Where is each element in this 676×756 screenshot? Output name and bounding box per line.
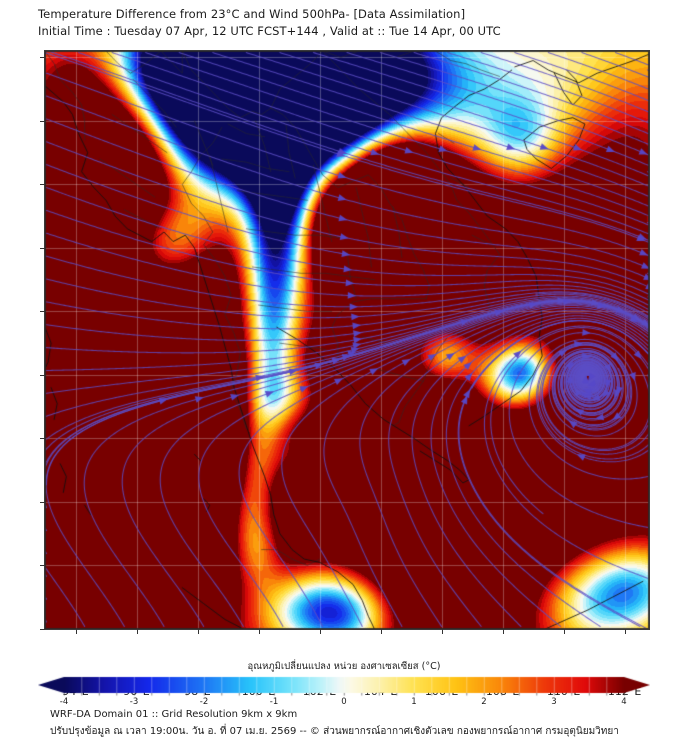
x-axis-tick-mark [136,629,138,634]
colorbar-ticks: -4 -3 -2 -1 0 1 2 3 4 [38,697,650,711]
colorbar-tick-label: -1 [269,697,279,707]
colorbar-tick-label: -2 [199,697,209,707]
x-axis-tick-mark [197,629,199,634]
x-axis-tick-mark [75,629,77,634]
title-line-1: Temperature Difference from 23°C and Win… [38,7,466,21]
map-plot-area: 4°N6°N8°N10°N12°N14°N16°N18°N20°N22°N94°… [40,50,650,698]
colorbar-tick-label: 4 [621,697,627,707]
colorbar-label: อุณหภูมิเปลี่ยนแปลง หน่วย องศาเซลเซียส (… [247,661,441,672]
x-axis-tick-mark [380,629,382,634]
x-axis-tick-mark [624,629,626,634]
x-axis-tick-mark [502,629,504,634]
x-axis-tick-mark [319,629,321,634]
y-axis-tick-mark [40,311,45,313]
colorbar-block: อุณหภูมิเปลี่ยนแปลง หน่วย องศาเซลเซียส (… [38,660,650,711]
colorbar-tick-label: 3 [551,697,557,707]
y-axis-tick-mark [40,629,45,630]
colorbar-tick-label: 0 [341,697,347,707]
colorbar-tick-label: -3 [129,697,139,707]
colorbar-tick-label: 2 [481,697,487,707]
title-line-2: Initial Time : Tuesday 07 Apr, 12 UTC FC… [38,24,501,38]
y-axis-tick-mark [40,501,45,503]
temperature-field-canvas [45,51,649,629]
y-axis-tick-mark [40,247,45,249]
footer-line-1: WRF-DA Domain 01 :: Grid Resolution 9km … [50,709,298,720]
y-axis-tick-mark [40,184,45,186]
colorbar-tick-label: -4 [59,697,69,707]
chart-title-block: Temperature Difference from 23°C and Win… [38,6,638,40]
colorbar-strip [38,675,650,697]
chart-footer: WRF-DA Domain 01 :: Grid Resolution 9km … [50,706,650,740]
y-axis-tick-mark [40,57,45,59]
y-axis-tick-mark [40,438,45,440]
x-axis-tick-mark [563,629,565,634]
footer-line-2: ปรับปรุงข้อมูล ณ เวลา 19:00น. วัน อ. ที่… [50,726,619,737]
colorbar-canvas [38,675,650,697]
y-axis-tick-mark [40,120,45,122]
colorbar-tick-label: 1 [411,697,417,707]
x-axis-tick-mark [441,629,443,634]
y-axis-tick-mark [40,565,45,567]
x-axis-tick-mark [258,629,260,634]
y-axis-tick-mark [40,374,45,376]
